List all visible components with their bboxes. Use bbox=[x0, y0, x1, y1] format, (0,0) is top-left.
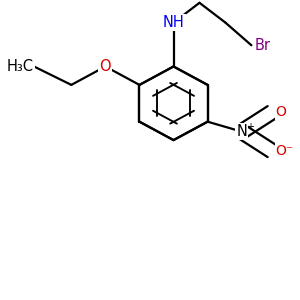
Text: Br: Br bbox=[255, 38, 271, 53]
Text: O: O bbox=[276, 105, 286, 119]
Text: O: O bbox=[100, 59, 111, 74]
Text: O⁻: O⁻ bbox=[276, 144, 294, 158]
Text: +: + bbox=[246, 122, 254, 132]
Text: NH: NH bbox=[163, 15, 184, 30]
Text: H₃C: H₃C bbox=[7, 59, 34, 74]
Text: N: N bbox=[236, 124, 247, 139]
